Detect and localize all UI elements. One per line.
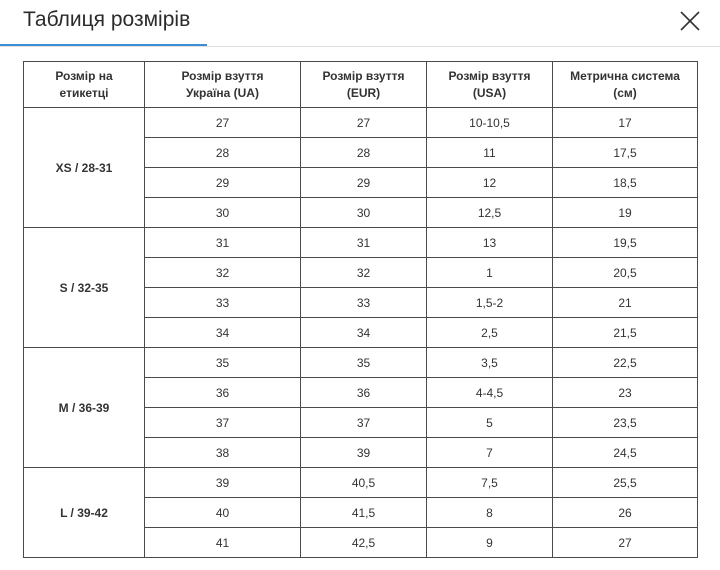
header-usa-size: Розмір взуття (USA) (426, 61, 553, 108)
table-header-row: Розмір на етикетці Розмір взуття Україна… (23, 61, 698, 108)
table-row: 41 42,5 9 27 (24, 527, 698, 558)
ua-size-cell: 36 (144, 377, 301, 408)
eur-size-cell: 33 (300, 287, 427, 318)
ua-size-cell: 29 (144, 167, 301, 198)
table-row: 33 33 1,5-2 21 (24, 287, 698, 318)
title-underline (0, 44, 207, 46)
close-button[interactable] (674, 5, 706, 37)
usa-size-cell: 9 (426, 527, 553, 558)
cm-size-cell: 18,5 (552, 167, 698, 198)
eur-size-cell: 37 (300, 407, 427, 438)
cm-size-cell: 27 (552, 527, 698, 558)
cm-size-cell: 20,5 (552, 257, 698, 288)
ua-size-cell: 37 (144, 407, 301, 438)
size-label-cell: S / 32-35 (23, 227, 145, 348)
cm-size-cell: 17,5 (552, 137, 698, 168)
table-row: 38 39 7 24,5 (24, 437, 698, 468)
header-eur-size: Розмір взуття (EUR) (300, 61, 427, 108)
ua-size-cell: 30 (144, 197, 301, 228)
size-label-cell: XS / 28-31 (23, 107, 145, 228)
header-cm-size: Метрична система (см) (552, 61, 698, 108)
table-row: M / 36-39 35 35 3,5 22,5 (23, 347, 698, 468)
eur-size-cell: 27 (300, 107, 427, 138)
usa-size-cell: 12,5 (426, 197, 553, 228)
dialog-header: Таблиця розмірів (0, 0, 720, 47)
usa-size-cell: 5 (426, 407, 553, 438)
dialog-title: Таблиця розмірів (23, 8, 191, 31)
ua-size-cell: 27 (144, 107, 301, 138)
ua-size-cell: 41 (144, 527, 301, 558)
usa-size-cell: 7,5 (426, 467, 553, 498)
cm-size-cell: 21,5 (552, 317, 698, 348)
eur-size-cell: 36 (300, 377, 427, 408)
usa-size-cell: 7 (426, 437, 553, 468)
ua-size-cell: 31 (144, 227, 301, 258)
cm-size-cell: 23 (552, 377, 698, 408)
size-label-cell: M / 36-39 (23, 347, 145, 468)
cm-size-cell: 24,5 (552, 437, 698, 468)
eur-size-cell: 29 (300, 167, 427, 198)
header-ua-size: Розмір взуття Україна (UA) (144, 61, 301, 108)
usa-size-cell: 8 (426, 497, 553, 528)
ua-size-cell: 34 (144, 317, 301, 348)
table-body: XS / 28-31 27 27 10-10,5 17 28 28 11 17,5 29 29 12 1… (23, 107, 698, 558)
table-row: 34 34 2,5 21,5 (24, 317, 698, 348)
usa-size-cell: 4-4,5 (426, 377, 553, 408)
eur-size-cell: 30 (300, 197, 427, 228)
usa-size-cell: 13 (426, 227, 553, 258)
eur-size-cell: 42,5 (300, 527, 427, 558)
cm-size-cell: 21 (552, 287, 698, 318)
cm-size-cell: 22,5 (552, 347, 698, 378)
table-row: 32 32 1 20,5 (24, 257, 698, 288)
usa-size-cell: 1,5-2 (426, 287, 553, 318)
ua-size-cell: 33 (144, 287, 301, 318)
table-row: 28 28 11 17,5 (24, 137, 698, 168)
table-row: 36 36 4-4,5 23 (24, 377, 698, 408)
ua-size-cell: 28 (144, 137, 301, 168)
table-row: S / 32-35 31 31 13 19,5 (23, 227, 698, 348)
close-icon (680, 11, 700, 31)
cm-size-cell: 23,5 (552, 407, 698, 438)
eur-size-cell: 40,5 (300, 467, 427, 498)
table-row: XS / 28-31 27 27 10-10,5 17 (23, 107, 698, 228)
ua-size-cell: 39 (144, 467, 301, 498)
ua-size-cell: 38 (144, 437, 301, 468)
eur-size-cell: 31 (300, 227, 427, 258)
ua-size-cell: 35 (144, 347, 301, 378)
table-row: L / 39-42 39 40,5 7,5 25,5 (23, 467, 698, 558)
eur-size-cell: 35 (300, 347, 427, 378)
eur-size-cell: 28 (300, 137, 427, 168)
eur-size-cell: 32 (300, 257, 427, 288)
usa-size-cell: 12 (426, 167, 553, 198)
eur-size-cell: 39 (300, 437, 427, 468)
size-table: Розмір на етикетці Розмір взуття Україна… (23, 61, 698, 558)
cm-size-cell: 19,5 (552, 227, 698, 258)
cm-size-cell: 17 (552, 107, 698, 138)
cm-size-cell: 26 (552, 497, 698, 528)
header-label-size: Розмір на етикетці (23, 61, 145, 108)
cm-size-cell: 19 (552, 197, 698, 228)
cm-size-cell: 25,5 (552, 467, 698, 498)
usa-size-cell: 11 (426, 137, 553, 168)
size-label-cell: L / 39-42 (23, 467, 145, 558)
usa-size-cell: 3,5 (426, 347, 553, 378)
usa-size-cell: 1 (426, 257, 553, 288)
ua-size-cell: 32 (144, 257, 301, 288)
eur-size-cell: 41,5 (300, 497, 427, 528)
table-row: 30 30 12,5 19 (24, 197, 698, 228)
usa-size-cell: 2,5 (426, 317, 553, 348)
eur-size-cell: 34 (300, 317, 427, 348)
usa-size-cell: 10-10,5 (426, 107, 553, 138)
ua-size-cell: 40 (144, 497, 301, 528)
